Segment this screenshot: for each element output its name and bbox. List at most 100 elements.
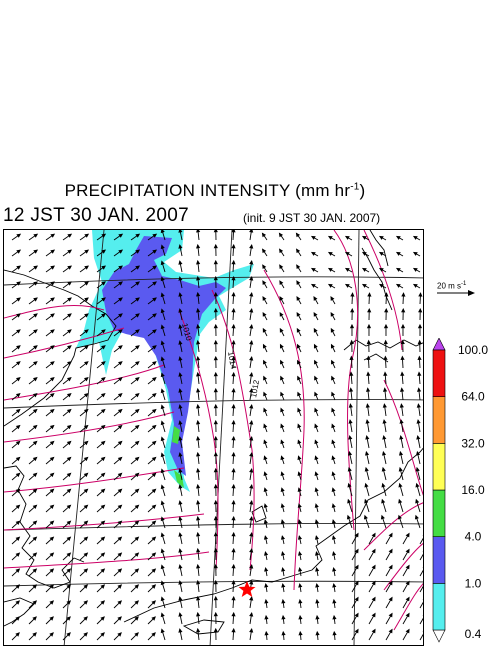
wind-arrowhead — [310, 283, 316, 288]
wind-arrowhead — [178, 388, 183, 393]
wind-arrowhead — [152, 297, 157, 302]
wind-arrowhead — [196, 371, 201, 377]
wind-arrowhead — [384, 292, 389, 297]
wind-arrowhead — [83, 552, 89, 557]
wind-arrowhead — [367, 307, 372, 313]
station-star-marker — [238, 581, 256, 597]
wind-arrowhead — [32, 552, 38, 557]
wind-arrowhead — [314, 423, 319, 429]
wind-arrowhead — [417, 339, 422, 345]
wind-arrowhead — [347, 466, 352, 472]
wind-arrowhead — [213, 403, 218, 409]
wind-arrowhead — [16, 249, 22, 254]
wind-arrowhead — [16, 345, 21, 350]
wind-arrowhead — [196, 355, 201, 361]
wind-arrowhead — [231, 355, 236, 361]
wind-arrowhead — [118, 249, 124, 254]
wind-arrowhead — [16, 297, 21, 302]
wind-arrowhead — [134, 488, 140, 494]
wind-arrowhead — [262, 327, 267, 333]
wind-arrowhead — [298, 551, 303, 556]
wind-arrowhead — [327, 251, 333, 256]
wind-arrowhead — [151, 616, 156, 621]
wind-arrowhead — [151, 456, 157, 462]
wind-arrowhead — [49, 424, 55, 430]
wind-arrowhead — [160, 324, 165, 330]
title-closing: ) — [359, 181, 366, 200]
wind-arrowhead — [178, 308, 183, 313]
wind-arrowhead — [151, 600, 157, 605]
wind-arrowhead — [118, 361, 123, 366]
wind-arrowhead — [366, 355, 371, 361]
wind-arrowhead — [366, 323, 372, 329]
wind-arrowhead — [100, 377, 106, 382]
colorbar-level-label: 100.0 — [458, 343, 488, 357]
wind-arrowhead — [152, 361, 157, 366]
wind-arrowhead — [118, 313, 123, 318]
wind-arrowhead — [49, 552, 55, 557]
wind-arrowhead — [32, 408, 38, 414]
wind-arrowhead — [67, 329, 72, 334]
wind-arrowhead — [279, 264, 284, 270]
wind-arrowhead — [297, 519, 302, 524]
wind-arrowhead — [84, 297, 89, 302]
wind-arrowhead — [178, 436, 183, 441]
wind-arrowhead — [134, 632, 139, 637]
wind-arrowhead — [160, 580, 165, 586]
wind-arrowhead — [344, 283, 350, 288]
wind-arrowhead — [261, 232, 267, 238]
wind-arrowhead — [314, 359, 318, 365]
valid-time: 12 JST 30 JAN. 2007 — [3, 205, 189, 226]
wind-arrowhead — [49, 440, 55, 446]
wind-arrowhead — [83, 536, 89, 541]
wind-arrowhead — [117, 392, 123, 398]
wind-arrowhead — [134, 520, 140, 525]
wind-arrowhead — [281, 598, 286, 604]
wind-arrowhead — [371, 628, 376, 634]
wind-arrowhead — [66, 408, 72, 414]
wind-arrowhead — [16, 329, 21, 334]
wind-arrowhead — [67, 265, 73, 270]
wind-arrowhead — [231, 467, 236, 473]
wind-arrowhead — [400, 371, 405, 376]
wind-arrowhead — [231, 611, 236, 617]
wind-arrowhead — [231, 259, 236, 265]
wind-arrowhead — [331, 439, 336, 445]
wind-arrowhead — [50, 313, 55, 318]
wind-arrowhead — [160, 340, 165, 346]
wind-arrowhead — [400, 339, 405, 345]
lat-lon-grid — [4, 230, 423, 645]
wind-arrowhead — [417, 323, 423, 329]
wind-arrowhead — [33, 329, 38, 334]
wind-arrowhead — [117, 520, 123, 525]
wind-arrowhead — [384, 307, 389, 313]
wind-arrowhead — [405, 628, 410, 634]
wind-arrowhead — [196, 499, 201, 505]
wind-arrowhead — [67, 297, 72, 302]
wind-arrowhead — [135, 297, 140, 302]
wind-arrowhead — [263, 391, 268, 397]
wind-arrowhead — [378, 235, 384, 240]
coast-sado — [251, 505, 267, 523]
wind-arrowhead — [361, 235, 367, 240]
wind-arrowhead — [196, 467, 201, 473]
wind-arrowhead — [213, 547, 218, 553]
coast-sakhalin — [361, 230, 393, 311]
wind-arrowhead — [349, 355, 354, 361]
wind-arrowhead — [152, 281, 157, 286]
wind-arrowhead — [313, 311, 318, 317]
wind-arrowhead — [196, 339, 201, 345]
wind-arrowhead — [213, 355, 218, 361]
wind-arrowhead — [315, 582, 320, 588]
wind-arrowhead — [281, 630, 286, 636]
wind-arrowhead — [118, 297, 123, 302]
wind-arrowhead — [263, 439, 268, 445]
wind-arrowhead — [32, 600, 38, 605]
wind-arrowhead — [118, 345, 123, 350]
wind-arrowhead — [196, 243, 201, 249]
wind-arrowhead — [280, 439, 285, 445]
wind-arrowhead — [280, 375, 284, 381]
wind-arrowhead — [365, 419, 370, 424]
wind-arrowhead — [213, 627, 218, 633]
wind-arrowhead — [331, 391, 336, 397]
